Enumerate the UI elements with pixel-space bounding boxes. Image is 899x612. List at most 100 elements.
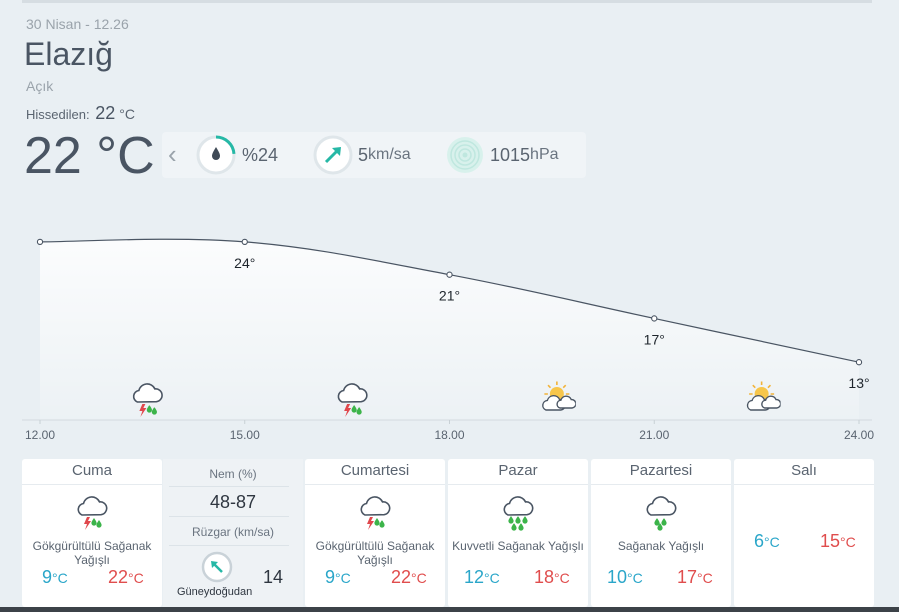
- bottom-bar: [0, 607, 899, 612]
- x-axis-tick-label: 24.00: [844, 428, 874, 442]
- feels-like-unit: °C: [119, 106, 135, 122]
- date-time: 30 Nisan - 12.26: [26, 16, 129, 32]
- wind-value: 5: [358, 144, 369, 165]
- day-name: Salı: [734, 459, 874, 485]
- high-temp-unit: °C: [128, 570, 144, 586]
- high-temp-unit: °C: [411, 570, 427, 586]
- day-card-cuma[interactable]: Cuma Gökgürültülü Sağanak Yağışlı 9°C 22…: [22, 459, 162, 607]
- day-detail-panel: Nem (%) 48-87 Rüzgar (km/sa) 14 Güneydoğ…: [163, 459, 303, 607]
- low-temp-value: 6: [754, 531, 765, 551]
- divider: [169, 545, 289, 546]
- humidity-stat: %24: [194, 135, 278, 175]
- low-temp: 9°C: [325, 567, 351, 588]
- partly-sunny-icon: [746, 381, 781, 411]
- temperature-data-label: 13°: [848, 375, 869, 391]
- low-temp: 12°C: [464, 567, 500, 588]
- high-temp-value: 22: [108, 567, 129, 587]
- top-divider: [22, 0, 872, 3]
- divider: [169, 516, 289, 517]
- chart-area-fill: [40, 239, 859, 420]
- high-temp-value: 15: [820, 531, 841, 551]
- chevron-left-icon[interactable]: ‹: [168, 139, 177, 169]
- day-name: Pazar: [448, 459, 588, 485]
- humidity-label: Nem (%): [209, 467, 257, 481]
- high-temp: 15°C: [820, 531, 856, 552]
- pressure-value: 1015: [490, 144, 531, 165]
- high-temp-value: 18: [534, 567, 555, 587]
- wind-direction-text: Güneydoğudan: [177, 586, 253, 598]
- current-stats-panel: ‹ %24 5 km/sa 1015 hPa: [162, 132, 586, 178]
- temperature-point[interactable]: [446, 271, 453, 278]
- high-temp-value: 17: [677, 567, 698, 587]
- x-axis-tick-label: 18.00: [434, 428, 464, 442]
- storm-icon: [337, 383, 368, 417]
- day-card-pazartesi[interactable]: Pazartesi Sağanak Yağışlı 10°C 17°C: [591, 459, 731, 607]
- wind-unit: km/sa: [368, 146, 411, 163]
- pressure-unit: hPa: [530, 146, 559, 163]
- low-temp: 6°C: [754, 531, 780, 552]
- daily-forecast: Cuma Gökgürültülü Sağanak Yağışlı 9°C 22…: [22, 459, 874, 607]
- day-condition: Gökgürültülü Sağanak Yağışlı: [315, 539, 435, 567]
- x-axis-tick-label: 21.00: [639, 428, 669, 442]
- temperature-point[interactable]: [36, 238, 44, 246]
- day-name: Cuma: [22, 459, 162, 485]
- pressure-stat: 1015 hPa: [444, 135, 559, 175]
- high-temp: 22°C: [108, 567, 144, 588]
- temperature-point[interactable]: [651, 315, 658, 322]
- low-temp-unit: °C: [484, 570, 500, 586]
- day-name: Pazartesi: [591, 459, 731, 485]
- pressure-rings-icon: [447, 137, 483, 173]
- divider: [169, 486, 289, 487]
- low-temp-value: 10: [607, 567, 628, 587]
- humidity-range: 48-87: [209, 492, 257, 512]
- high-temp: 18°C: [534, 567, 570, 588]
- low-temp-unit: °C: [335, 570, 351, 586]
- feels-like-value: 22: [95, 103, 116, 123]
- x-axis-tick-label: 12.00: [25, 428, 55, 442]
- wind-direction-icon: [201, 551, 233, 583]
- humidity-value: %24: [242, 144, 279, 165]
- high-temp-unit: °C: [554, 570, 570, 586]
- low-temp-unit: °C: [627, 570, 643, 586]
- temperature-point[interactable]: [241, 238, 248, 246]
- city-name: Elazığ: [24, 36, 113, 72]
- storm-icon: [132, 383, 163, 417]
- high-temp-unit: °C: [697, 570, 713, 586]
- temperature-data-label: 21°: [439, 288, 460, 304]
- low-temp: 10°C: [607, 567, 643, 588]
- storm-icon: [356, 493, 394, 531]
- wind-stat: 5 km/sa: [312, 135, 411, 175]
- high-temp: 17°C: [677, 567, 713, 588]
- wind-label: Rüzgar (km/sa): [191, 525, 274, 539]
- current-condition: Açık: [26, 78, 54, 94]
- low-temp-value: 9: [42, 567, 53, 587]
- low-temp-value: 9: [325, 567, 336, 587]
- low-temp: 9°C: [42, 567, 68, 588]
- humidity-gauge-icon: [196, 135, 236, 175]
- wind-direction-icon: [313, 135, 353, 175]
- day-condition: Kuvvetli Sağanak Yağışlı: [452, 539, 584, 553]
- partly-sunny-icon: [542, 381, 576, 411]
- high-temp-unit: °C: [840, 534, 856, 550]
- day-card-pazar[interactable]: Pazar Kuvvetli Sağanak Yağışlı 12°C 18°C: [448, 459, 588, 607]
- temperature-data-label: 17°: [644, 331, 665, 347]
- temperature-point[interactable]: [855, 359, 863, 366]
- low-temp-unit: °C: [52, 570, 68, 586]
- wind-speed: 14: [263, 567, 284, 587]
- low-temp-unit: °C: [764, 534, 780, 550]
- temperature-data-label: 24°: [234, 255, 255, 271]
- hourly-temperature-chart: 12.00 24° 15.00 21° 18.00 17° 21.00 13° 24.00: [22, 238, 874, 442]
- rain-icon: [642, 493, 680, 531]
- low-temp-value: 12: [464, 567, 485, 587]
- day-card-sali[interactable]: Salı 6°C 15°C: [734, 459, 874, 607]
- current-temperature: 22 °C: [24, 127, 155, 185]
- day-name: Cumartesi: [305, 459, 445, 485]
- day-condition: Gökgürültülü Sağanak Yağışlı: [32, 539, 152, 567]
- x-axis-tick-label: 15.00: [230, 428, 260, 442]
- feels-like-label: Hissedilen:: [26, 107, 90, 122]
- high-temp: 22°C: [391, 567, 427, 588]
- high-temp-value: 22: [391, 567, 412, 587]
- heavy-rain-icon: [499, 493, 537, 531]
- storm-icon: [73, 493, 111, 531]
- day-card-cumartesi[interactable]: Cumartesi Gökgürültülü Sağanak Yağışlı 9…: [305, 459, 445, 607]
